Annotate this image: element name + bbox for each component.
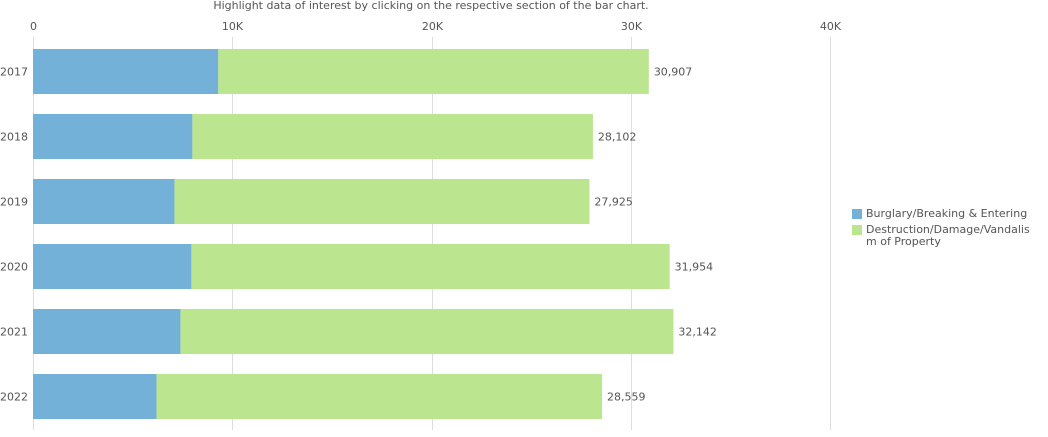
bar-segment-burglary-2019[interactable] xyxy=(33,179,175,224)
legend-label-burglary: Burglary/Breaking & Entering xyxy=(866,207,1028,220)
x-tick-label: 10K xyxy=(222,20,244,33)
data-label-total: 28,102 xyxy=(598,131,637,144)
bar-segment-burglary-2021[interactable] xyxy=(33,309,181,354)
legend-label-vandalism: Destruction/Damage/Vandalism of Property xyxy=(866,223,1030,248)
bar-segment-vandalism-2019[interactable] xyxy=(174,179,590,224)
legend-swatch-vandalism xyxy=(852,225,862,235)
data-label-total: 32,142 xyxy=(678,326,717,339)
y-axis-categories: 2017 2018 2019 2020 2021 2022 xyxy=(0,66,28,404)
y-category-label: 2021 xyxy=(0,326,28,339)
bar-segment-burglary-2018[interactable] xyxy=(33,114,193,159)
y-category-label: 2019 xyxy=(0,196,28,209)
bar-segment-vandalism-2020[interactable] xyxy=(191,244,670,289)
gridlines xyxy=(33,37,831,430)
bar-segment-burglary-2022[interactable] xyxy=(33,374,157,419)
data-labels: 30,907 28,102 27,925 31,954 32,142 28,559 xyxy=(594,66,717,404)
y-category-label: 2018 xyxy=(0,131,28,144)
legend-item-vandalism[interactable]: Destruction/Damage/Vandalism of Property xyxy=(852,224,1042,248)
x-tick-label: 40K xyxy=(820,20,842,33)
y-category-label: 2020 xyxy=(0,261,28,274)
bar-segment-vandalism-2018[interactable] xyxy=(192,114,593,159)
x-tick-label: 20K xyxy=(422,20,444,33)
legend-swatch-burglary xyxy=(852,209,862,219)
bar-segment-vandalism-2021[interactable] xyxy=(180,309,674,354)
bar-segment-burglary-2020[interactable] xyxy=(33,244,192,289)
data-label-total: 28,559 xyxy=(607,391,646,404)
data-label-total: 30,907 xyxy=(654,66,693,79)
bar-segment-burglary-2017[interactable] xyxy=(33,49,219,94)
x-tick-label: 0 xyxy=(30,20,37,33)
data-label-total: 27,925 xyxy=(594,196,633,209)
bars[interactable] xyxy=(33,49,674,419)
bar-segment-vandalism-2022[interactable] xyxy=(156,374,603,419)
legend: Burglary/Breaking & Entering Destruction… xyxy=(852,208,1042,252)
chart-instruction: Highlight data of interest by clicking o… xyxy=(213,0,649,12)
legend-item-burglary[interactable]: Burglary/Breaking & Entering xyxy=(852,208,1042,220)
y-category-label: 2017 xyxy=(0,66,28,79)
data-label-total: 31,954 xyxy=(675,261,714,274)
x-axis-ticks: 0 10K 20K 30K 40K xyxy=(30,20,842,33)
bar-segment-vandalism-2017[interactable] xyxy=(218,49,649,94)
x-tick-label: 30K xyxy=(621,20,643,33)
y-category-label: 2022 xyxy=(0,391,28,404)
